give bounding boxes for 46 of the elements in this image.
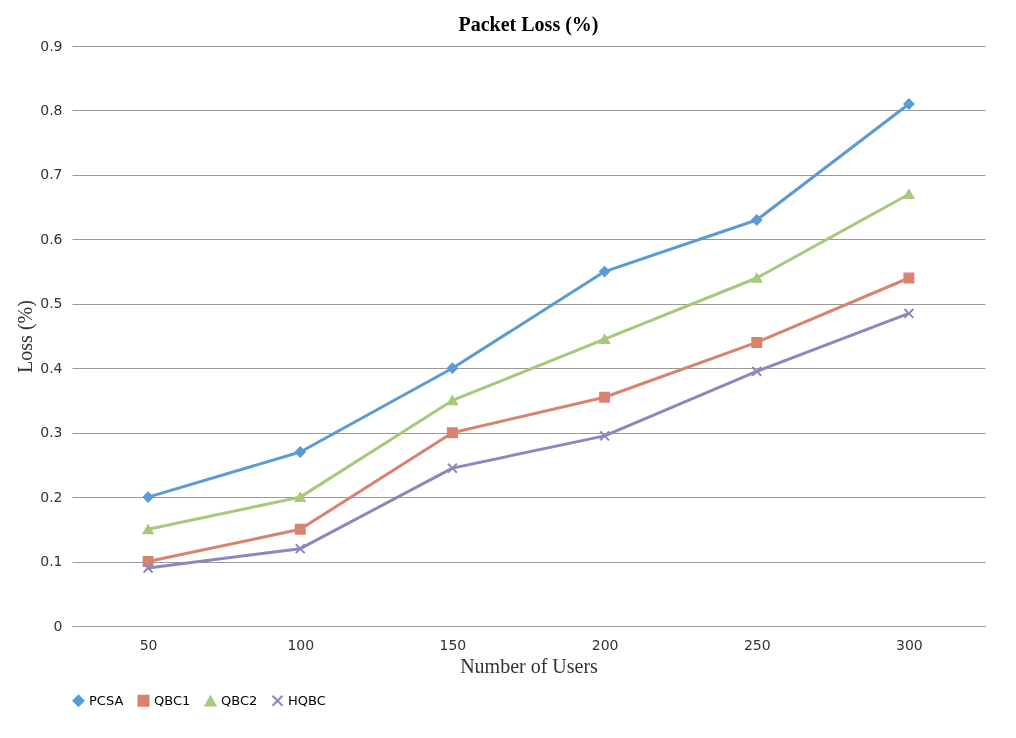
point: [599, 391, 611, 403]
legend-label: PCSA: [89, 692, 124, 708]
point: [599, 430, 611, 442]
y-tick-label: 0.2: [40, 488, 63, 505]
y-tick-label: 0.5: [40, 295, 63, 312]
legend-label: QBC1: [154, 692, 191, 708]
point: [903, 98, 915, 110]
x-tick-label: 50: [139, 636, 158, 653]
point: [446, 427, 458, 439]
y-axis-title: Loss (%): [14, 300, 38, 373]
point: [751, 336, 763, 348]
y-tick-label: 0.7: [40, 166, 63, 183]
y-tick-label: 0: [53, 617, 63, 634]
y-tick-label: 0.6: [40, 230, 63, 247]
point: [903, 189, 915, 200]
point: [294, 543, 306, 555]
point: [446, 462, 458, 474]
point: [903, 307, 915, 319]
point: [142, 524, 154, 535]
point: [446, 362, 458, 374]
x-tick-label: 150: [439, 636, 467, 653]
point: [751, 365, 763, 377]
chart-title: Packet Loss (%): [458, 13, 599, 36]
point: [903, 272, 915, 284]
point: [294, 523, 306, 535]
point: [751, 273, 763, 283]
x-tick-label: 250: [743, 636, 771, 653]
legend-label: HQBC: [288, 692, 326, 708]
point: [751, 214, 763, 226]
x-axis-title: Number of Users: [460, 654, 599, 677]
y-tick-label: 0.3: [40, 424, 63, 441]
point: [294, 492, 306, 502]
point: [294, 446, 306, 458]
y-tick-label: 0.9: [40, 37, 63, 54]
x-tick-label: 300: [896, 636, 923, 653]
x-tick-label: 100: [287, 636, 315, 653]
legend-label: QBC2: [221, 693, 258, 709]
y-tick-label: 0.1: [40, 553, 63, 570]
point: [599, 266, 611, 278]
point: [599, 334, 611, 345]
point: [142, 491, 154, 503]
x-tick-label: 200: [591, 636, 619, 653]
point: [446, 395, 458, 406]
y-tick-label: 0.4: [40, 359, 63, 376]
point: [142, 562, 154, 574]
y-tick-label: 0.8: [40, 101, 63, 118]
